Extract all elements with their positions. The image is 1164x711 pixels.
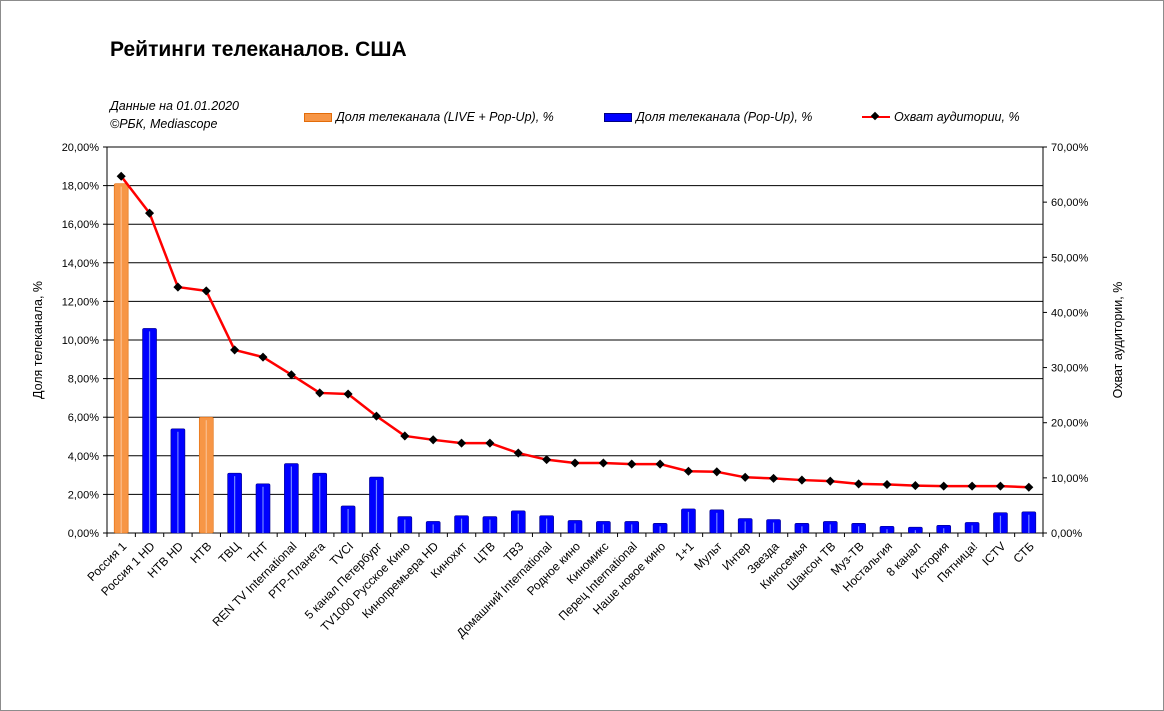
reach-marker xyxy=(598,458,608,468)
x-tick-label: ЦТВ xyxy=(471,539,498,566)
left-tick-label: 2,00% xyxy=(68,489,99,501)
source-note: ©РБК, Mediascope xyxy=(110,117,218,131)
left-tick-label: 16,00% xyxy=(62,219,100,231)
right-tick-label: 50,00% xyxy=(1051,252,1089,264)
chart-title: Рейтинги телеканалов. США xyxy=(110,38,407,61)
legend-swatch-blue xyxy=(604,112,632,122)
reach-marker xyxy=(542,455,552,465)
left-tick-label: 14,00% xyxy=(62,258,100,270)
left-tick-label: 8,00% xyxy=(68,374,99,386)
reach-marker xyxy=(854,479,864,489)
legend-label-live-popup: Доля телеканала (LIVE + Pop-Up), % xyxy=(336,110,554,124)
x-tick-label: Мульт xyxy=(691,539,725,573)
x-tick-label: НТВ xyxy=(188,539,215,566)
right-tick-label: 10,00% xyxy=(1051,473,1089,485)
reach-marker xyxy=(825,476,835,486)
reach-marker xyxy=(740,472,750,482)
left-tick-label: 18,00% xyxy=(62,181,100,193)
left-axis-title: Доля телеканала, % xyxy=(31,281,45,399)
reach-marker xyxy=(428,435,438,445)
right-tick-label: 40,00% xyxy=(1051,307,1089,319)
reach-marker xyxy=(145,208,155,218)
reach-marker xyxy=(712,467,722,477)
right-tick-label: 20,00% xyxy=(1051,418,1089,430)
legend-swatch-orange xyxy=(304,112,332,122)
reach-marker xyxy=(939,481,949,491)
right-tick-label: 60,00% xyxy=(1051,197,1089,209)
reach-marker xyxy=(457,438,467,448)
left-tick-label: 12,00% xyxy=(62,296,100,308)
reach-marker xyxy=(627,459,637,469)
left-tick-label: 10,00% xyxy=(62,335,100,347)
reach-marker xyxy=(173,282,183,292)
reach-marker xyxy=(1024,482,1034,492)
left-tick-label: 4,00% xyxy=(68,451,99,463)
reach-marker xyxy=(230,345,240,355)
reach-marker xyxy=(797,475,807,485)
right-tick-label: 0,00% xyxy=(1051,528,1082,540)
legend-item-reach: Охват аудитории, % xyxy=(862,108,1020,126)
legend-item-live-popup: Доля телеканала (LIVE + Pop-Up), % xyxy=(304,108,554,126)
reach-marker xyxy=(910,481,920,491)
right-axis-title: Охват аудитории, % xyxy=(1111,282,1125,399)
x-tick-label: ТВЦ xyxy=(216,539,243,566)
reach-marker xyxy=(769,473,779,483)
reach-marker xyxy=(570,458,580,468)
legend-label-reach: Охват аудитории, % xyxy=(894,110,1020,124)
reach-marker xyxy=(655,459,665,469)
reach-marker xyxy=(995,481,1005,491)
reach-marker xyxy=(967,481,977,491)
legend-label-popup: Доля телеканала (Pop-Up), % xyxy=(636,110,813,124)
x-tick-label: ICTV xyxy=(979,539,1008,568)
reach-marker xyxy=(485,438,495,448)
reach-marker xyxy=(201,286,211,296)
left-tick-label: 6,00% xyxy=(68,412,99,424)
x-tick-label: СТБ xyxy=(1010,539,1037,566)
reach-marker xyxy=(882,479,892,489)
right-tick-label: 70,00% xyxy=(1051,142,1089,154)
reach-marker xyxy=(116,171,126,181)
reach-line xyxy=(120,175,1029,489)
legend-swatch-line xyxy=(862,111,890,123)
left-tick-label: 20,00% xyxy=(62,142,100,154)
reach-marker xyxy=(683,466,693,476)
right-tick-label: 30,00% xyxy=(1051,363,1089,375)
legend-item-popup: Доля телеканала (Pop-Up), % xyxy=(604,108,812,126)
reach-marker xyxy=(513,448,523,458)
data-date-note: Данные на 01.01.2020 xyxy=(110,99,239,113)
left-tick-label: 0,00% xyxy=(68,528,99,540)
